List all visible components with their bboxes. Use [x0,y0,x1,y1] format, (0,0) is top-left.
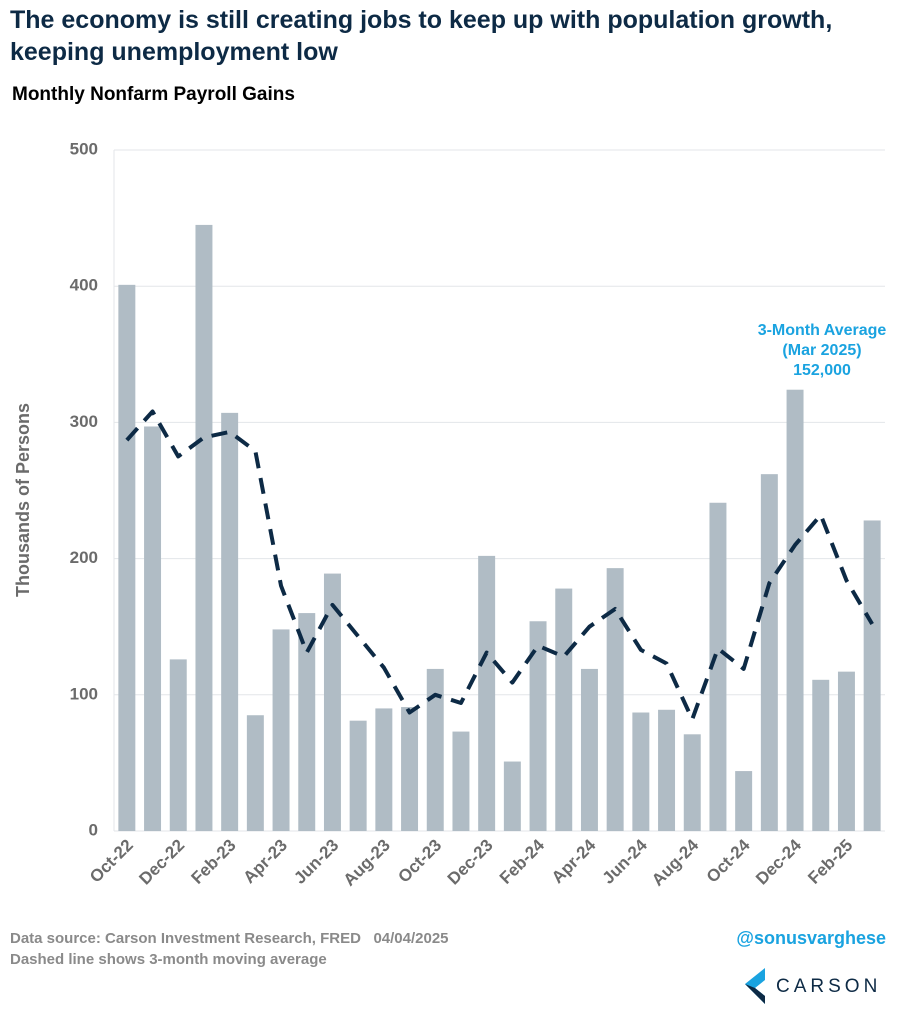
x-tick-label: Jun-23 [290,836,342,888]
annotation: (Mar 2025) [782,342,861,359]
bar [144,426,162,831]
chart-subtitle: Monthly Nonfarm Payroll Gains [12,84,295,105]
x-tick-label: Oct-24 [703,835,754,886]
y-tick-label: 300 [70,412,98,431]
bar [735,771,753,831]
x-tick-label: Aug-23 [340,836,394,890]
bar [401,707,419,831]
bar [683,734,701,831]
note: Dashed line shows 3-month moving average [10,951,327,968]
bar [632,712,650,831]
x-tick-label: Oct-23 [394,836,445,887]
x-tick-label: Apr-24 [548,835,600,887]
x-tick-label: Feb-23 [187,836,239,888]
bar [658,709,676,831]
x-tick-label: Aug-24 [648,835,703,890]
bar [323,573,341,831]
bar [837,671,855,831]
bar [118,284,136,831]
y-tick-label: 500 [70,139,98,158]
bar [452,731,470,831]
x-tick-label: Feb-25 [804,836,856,888]
bar [426,668,444,831]
bar [246,715,264,831]
bar [760,474,778,831]
bar [272,629,290,831]
bar [812,679,830,831]
logo-icon [745,968,765,1004]
y-tick-label: 0 [89,820,98,839]
bar [709,502,727,831]
bar [195,224,213,831]
bar [786,389,804,831]
annotation: 152,000 [793,362,851,379]
bar [349,720,367,831]
x-tick-label: Oct-22 [86,836,137,887]
y-tick-label: 400 [70,276,98,295]
bar [478,555,496,831]
bar [863,520,881,831]
x-tick-label: Feb-24 [496,835,549,888]
moving-average-line [125,409,874,722]
x-tick-label: Dec-23 [444,836,497,889]
logo-text: CARSON [776,976,881,997]
bar [555,588,573,831]
source: Data source: Carson Investment Research,… [10,930,449,947]
bar [221,412,239,831]
handle: @sonusvarghese [736,928,886,948]
y-tick-label: 100 [70,684,98,703]
annotation: 3-Month Average [758,322,887,339]
bar [529,621,547,831]
chart-title: The economy is still creating jobs to ke… [10,6,833,66]
bar [375,708,393,831]
x-tick-label: Jun-24 [599,835,652,888]
bar [580,668,598,831]
bar [169,659,187,831]
bar [298,613,316,831]
x-tick-label: Dec-24 [752,835,805,888]
bar [503,761,521,831]
y-tick-label: 200 [70,548,98,567]
y-axis-label: Thousands of Persons [13,403,33,597]
x-tick-label: Dec-22 [135,836,188,889]
x-tick-label: Apr-23 [240,836,292,888]
bar [606,568,624,831]
